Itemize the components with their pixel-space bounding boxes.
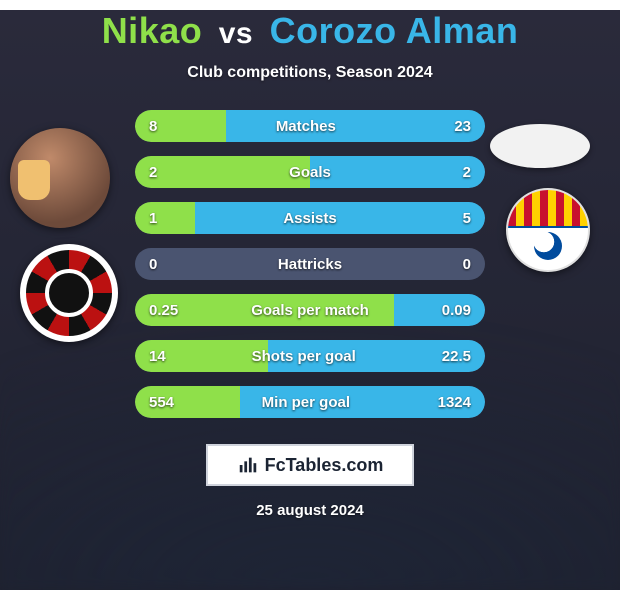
stat-row: 1Assists5 bbox=[135, 202, 485, 234]
stat-label: Matches bbox=[157, 118, 454, 135]
stat-value-right: 0 bbox=[463, 256, 485, 273]
stat-label: Assists bbox=[157, 210, 462, 227]
stat-row: 554Min per goal1324 bbox=[135, 386, 485, 418]
stat-value-right: 2 bbox=[463, 164, 485, 181]
stat-label: Shots per goal bbox=[166, 348, 442, 365]
brand-badge[interactable]: FcTables.com bbox=[206, 444, 414, 486]
stat-value-right: 22.5 bbox=[442, 348, 485, 365]
stat-row: 0.25Goals per match0.09 bbox=[135, 294, 485, 326]
comparison-card: Nikao vs Corozo Alman Club competitions,… bbox=[0, 10, 620, 590]
club-right-ball-icon bbox=[534, 232, 562, 260]
stat-row: 8Matches23 bbox=[135, 110, 485, 142]
stat-value-left: 0 bbox=[135, 256, 157, 273]
page-title: Nikao vs Corozo Alman bbox=[0, 10, 620, 52]
stat-label: Goals bbox=[157, 164, 462, 181]
stat-value-right: 5 bbox=[463, 210, 485, 227]
club-left-badge bbox=[20, 244, 118, 342]
stat-value-left: 1 bbox=[135, 210, 157, 227]
stat-value-right: 23 bbox=[454, 118, 485, 135]
stat-label: Goals per match bbox=[178, 302, 442, 319]
brand-text: FcTables.com bbox=[265, 455, 384, 476]
title-player2: Corozo Alman bbox=[270, 10, 519, 51]
stat-value-left: 14 bbox=[135, 348, 166, 365]
title-vs: vs bbox=[219, 17, 253, 50]
stat-value-left: 554 bbox=[135, 394, 174, 411]
club-right-stripes bbox=[508, 190, 588, 228]
stat-value-left: 8 bbox=[135, 118, 157, 135]
player2-photo bbox=[490, 124, 590, 168]
stat-value-left: 2 bbox=[135, 164, 157, 181]
stat-value-left: 0.25 bbox=[135, 302, 178, 319]
club-right-badge bbox=[506, 188, 590, 272]
player1-photo bbox=[10, 128, 110, 228]
stats-list: 8Matches23 2Goals2 1Assists5 0Hattricks0 0.2… bbox=[135, 110, 485, 418]
stat-label: Min per goal bbox=[174, 394, 438, 411]
chart-icon bbox=[237, 454, 259, 476]
stat-row: 0Hattricks0 bbox=[135, 248, 485, 280]
stat-row: 14Shots per goal22.5 bbox=[135, 340, 485, 372]
stat-label: Hattricks bbox=[157, 256, 462, 273]
stat-row: 2Goals2 bbox=[135, 156, 485, 188]
stat-value-right: 1324 bbox=[438, 394, 485, 411]
subtitle: Club competitions, Season 2024 bbox=[0, 64, 620, 82]
footer-date: 25 august 2024 bbox=[0, 502, 620, 519]
title-player1: Nikao bbox=[102, 10, 203, 51]
stat-value-right: 0.09 bbox=[442, 302, 485, 319]
